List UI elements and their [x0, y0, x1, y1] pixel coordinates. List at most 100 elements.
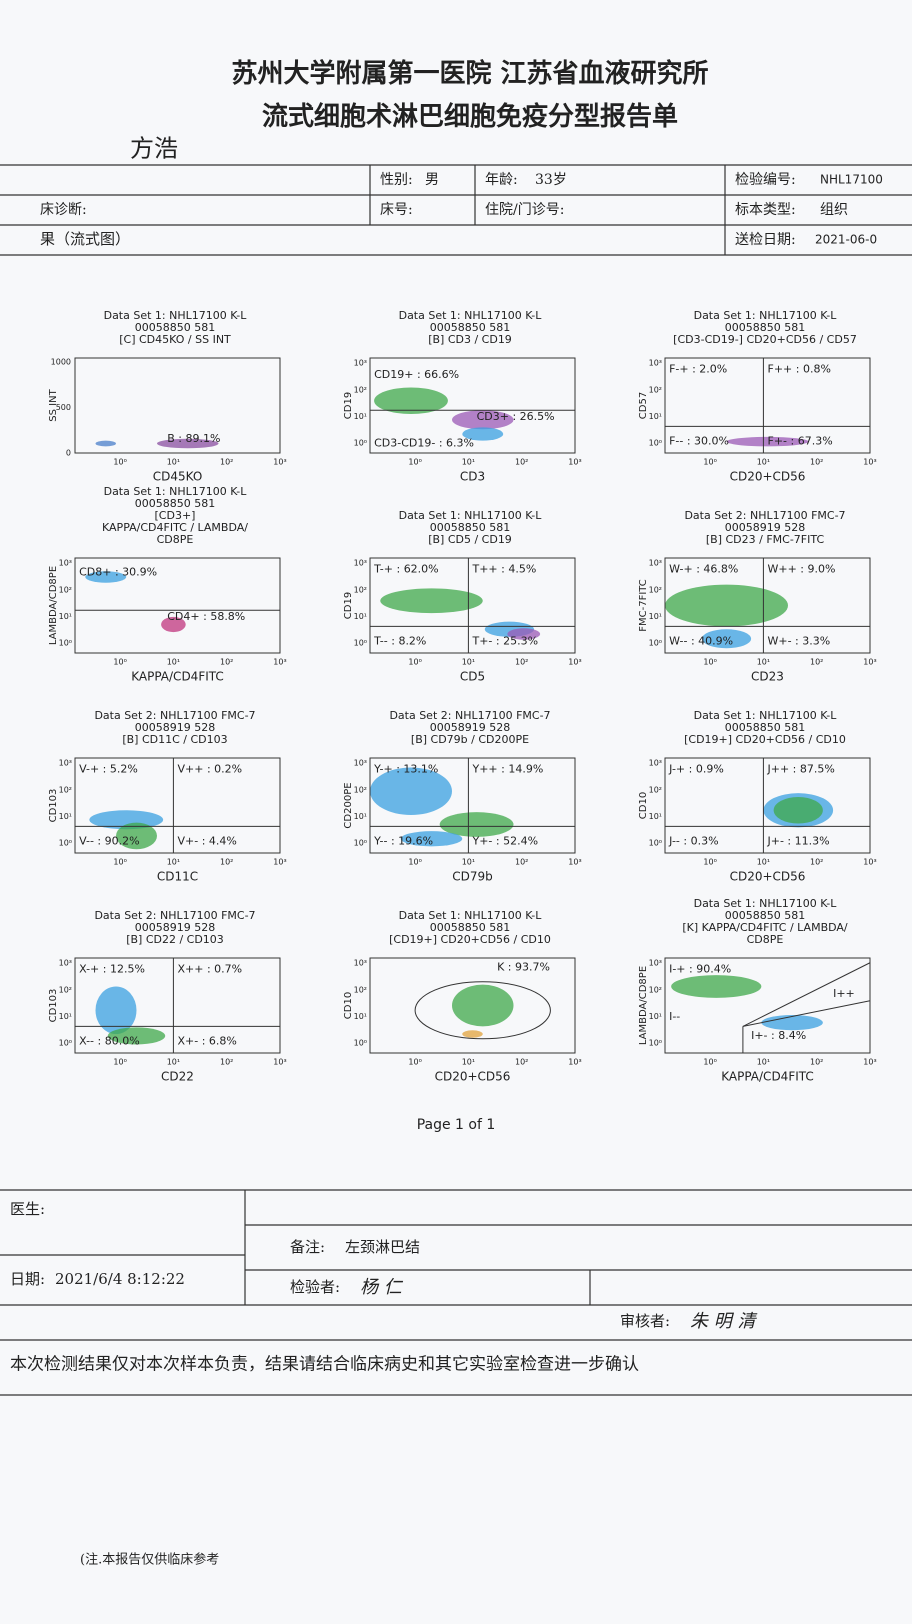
x-tick-label: 10⁰	[703, 1058, 716, 1067]
gate-label: X++ : 0.7%	[178, 962, 243, 975]
x-tick-label: 10¹	[757, 458, 770, 467]
label: 年龄:	[485, 172, 518, 188]
gate-label: V-- : 90.2%	[79, 835, 139, 848]
x-tick-label: 10⁰	[408, 658, 421, 667]
y-tick-label: 10²	[649, 585, 662, 594]
plot-title: [C] CD45KO / SS INT	[119, 333, 231, 346]
plot-title: 00058919 528	[725, 521, 805, 534]
plot-title: Data Set 1: NHL17100 K-L	[399, 509, 543, 522]
y-tick-label: 10²	[59, 585, 72, 594]
gate-label: T-- : 8.2%	[373, 635, 426, 648]
x-tick-label: 10⁰	[703, 458, 716, 467]
plot-title: 00058850 581	[430, 921, 510, 934]
gate-label: I--	[669, 1010, 680, 1023]
value: 2021/6/4 8:12:22	[55, 1270, 185, 1288]
value: 组织	[820, 202, 848, 218]
y-tick-label: 10²	[354, 585, 367, 594]
cell-cluster	[701, 629, 752, 649]
plot-title: [CD3+]	[155, 509, 196, 522]
y-tick-label: 10¹	[354, 1012, 367, 1021]
y-tick-label: 10²	[59, 985, 72, 994]
x-tick-label: 10¹	[462, 658, 475, 667]
x-tick-label: 10²	[220, 858, 233, 867]
plot-title: Data Set 2: NHL17100 FMC-7	[94, 709, 255, 722]
y-tick-label: 10⁰	[354, 839, 367, 848]
y-tick-label: 10¹	[59, 1012, 72, 1021]
x-tick-label: 10³	[273, 658, 286, 667]
y-tick-label: 10³	[354, 959, 367, 968]
y-tick-label: 10²	[354, 785, 367, 794]
label: 性别:	[380, 172, 413, 188]
gate-label: T-+ : 62.0%	[373, 562, 439, 575]
y-tick-label: 10¹	[59, 812, 72, 821]
y-tick-label: 10²	[59, 785, 72, 794]
x-tick-label: 10¹	[167, 658, 180, 667]
x-axis-label: CD79b	[452, 870, 493, 884]
y-tick-label: 10¹	[649, 1012, 662, 1021]
y-axis-label: CD10	[343, 992, 354, 1019]
x-tick-label: 10²	[220, 658, 233, 667]
x-tick-label: 10¹	[757, 858, 770, 867]
plot-title: Data Set 1: NHL17100 K-L	[104, 309, 248, 322]
plot-title: [B] CD22 / CD103	[126, 933, 224, 946]
plot-title: Data Set 2: NHL17100 FMC-7	[389, 709, 550, 722]
gate-label: F+- : 67.3%	[768, 435, 833, 448]
cell-cluster	[85, 571, 127, 583]
gate-label: I+- : 8.4%	[751, 1029, 806, 1042]
x-tick-label: 10⁰	[113, 658, 126, 667]
plot-frame	[664, 557, 871, 654]
gate-label: B : 89.1%	[167, 432, 220, 445]
plot-title: KAPPA/CD4FITC / LAMBDA/	[102, 521, 248, 534]
gate-label: W++ : 9.0%	[768, 562, 836, 575]
x-tick-label: 10⁰	[703, 858, 716, 867]
x-axis-label: CD11C	[157, 870, 198, 884]
plot-title: 00058850 581	[135, 321, 215, 334]
cell-cluster	[665, 584, 788, 627]
value: 男	[425, 172, 439, 188]
gate-line	[742, 962, 871, 1027]
label: 检验者:	[290, 1278, 340, 1296]
label: 日期:	[10, 1270, 45, 1288]
y-tick-label: 10⁰	[649, 439, 662, 448]
label: 标本类型:	[735, 202, 796, 218]
x-tick-label: 10²	[515, 658, 528, 667]
value: 左颈淋巴结	[345, 1238, 420, 1256]
y-tick-label: 10¹	[354, 612, 367, 621]
label: 送检日期:	[735, 232, 796, 248]
x-tick-label: 10¹	[167, 1058, 180, 1067]
y-tick-label: 10²	[354, 985, 367, 994]
x-tick-label: 10³	[273, 858, 286, 867]
plot-title: [B] CD3 / CD19	[428, 333, 512, 346]
gate-label: J+- : 11.3%	[767, 835, 830, 848]
plot-title: 00058919 528	[135, 921, 215, 934]
plot-frame	[74, 957, 281, 1054]
y-tick-label: 1000	[51, 357, 71, 366]
y-axis-label: LAMBDA/CD8PE	[48, 566, 59, 645]
value: NHL17100	[820, 173, 883, 187]
x-tick-label: 10⁰	[703, 658, 716, 667]
y-axis-label: FMC-7FITC	[638, 579, 649, 632]
plot-title: [B] CD23 / FMC-7FITC	[706, 533, 825, 546]
y-tick-label: 10¹	[649, 412, 662, 421]
plot-frame	[664, 357, 871, 454]
gate-label: Y-+ : 13.1%	[373, 762, 438, 775]
plot-title: [K] KAPPA/CD4FITC / LAMBDA/	[682, 921, 848, 934]
value: 33岁	[535, 172, 567, 188]
gate-line	[742, 1000, 871, 1027]
label: 床诊断:	[40, 202, 87, 218]
plot-title: [B] CD79b / CD200PE	[411, 733, 529, 746]
plot-title: 00058919 528	[430, 721, 510, 734]
gate-label: F-+ : 2.0%	[669, 362, 727, 375]
gate-label: T+- : 25.3%	[472, 635, 539, 648]
y-tick-label: 10⁰	[59, 1039, 72, 1048]
x-tick-label: 10¹	[462, 1058, 475, 1067]
